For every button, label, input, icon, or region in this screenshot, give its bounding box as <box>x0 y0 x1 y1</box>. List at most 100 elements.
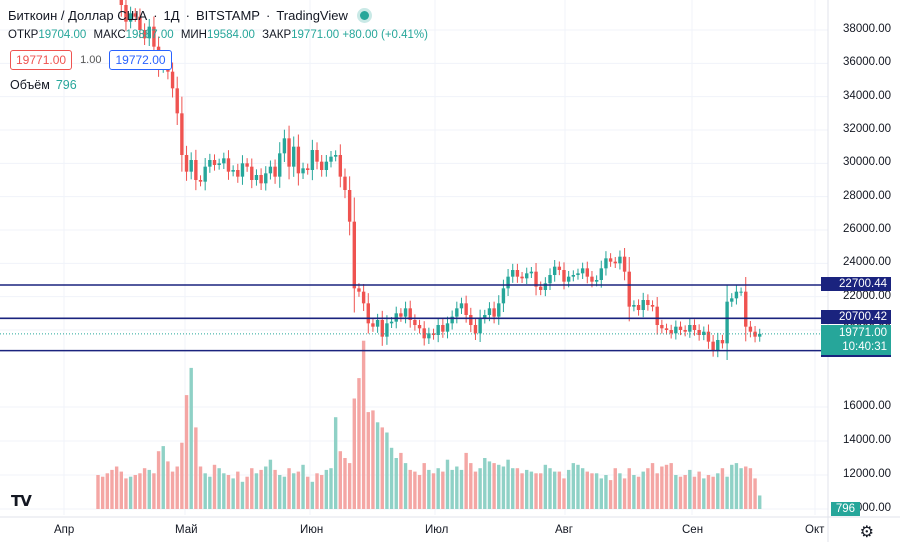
volume-bar <box>100 476 105 509</box>
symbol-name[interactable]: Биткоин / Доллар США <box>8 8 148 23</box>
price-axis-tick: 34000.00 <box>843 89 891 102</box>
level-price-label[interactable]: 20700.42 <box>821 310 891 325</box>
candle-body <box>222 158 226 164</box>
candle-body <box>702 331 706 335</box>
volume-bar <box>445 459 450 509</box>
volume-bar <box>268 459 273 509</box>
candle-body <box>585 268 589 277</box>
candle-body <box>464 303 468 315</box>
candle-body <box>366 303 370 324</box>
candle-body <box>338 155 343 177</box>
volume-bar <box>758 495 762 509</box>
volume-bar <box>580 468 585 509</box>
candle-body <box>408 308 412 320</box>
candle-body <box>268 166 273 174</box>
candle-body <box>142 30 147 39</box>
interval-label[interactable]: 1Д <box>163 8 180 23</box>
candle-body <box>725 301 729 344</box>
volume-bar <box>203 473 207 509</box>
price-axis-tick: 26000.00 <box>843 223 891 235</box>
volume-bar <box>231 478 235 509</box>
volume-bar <box>753 478 757 509</box>
candle-body <box>664 328 669 330</box>
separator: · <box>153 8 158 23</box>
candle-body <box>403 308 408 317</box>
candle-body <box>669 330 673 334</box>
candle-body <box>175 88 179 114</box>
volume-bar <box>455 466 459 509</box>
price-axis-tick: 32000.00 <box>843 123 891 135</box>
candle-body <box>599 268 603 280</box>
candle-body <box>333 155 338 157</box>
low-label: МИН <box>180 29 207 41</box>
candle-body <box>445 323 450 332</box>
candle-body <box>245 163 249 167</box>
candle-body <box>264 173 268 184</box>
candle-body <box>427 333 431 339</box>
candle-body <box>212 160 217 165</box>
volume-bar <box>417 475 422 509</box>
candle-body <box>357 288 361 292</box>
volume-bar <box>506 459 510 509</box>
candle-body <box>632 305 636 307</box>
volume-bar <box>282 476 287 509</box>
close-label: ЗАКР <box>262 29 292 41</box>
candle-body <box>683 330 687 332</box>
volume-bar <box>371 410 375 509</box>
volume-bar <box>431 473 436 509</box>
candle-body <box>352 221 356 289</box>
candle-body <box>217 163 221 165</box>
volume-bar <box>576 464 580 509</box>
volume-bar <box>450 469 454 509</box>
volume-bar <box>124 478 128 509</box>
volume-bar <box>473 471 478 509</box>
tradingview-logo[interactable]: TV <box>11 492 32 510</box>
volume-bar <box>622 478 627 509</box>
candle-body <box>608 258 613 262</box>
candle-body <box>594 280 599 282</box>
gear-icon[interactable]: ⚙ <box>859 524 874 541</box>
candle-body <box>478 318 482 334</box>
volume-axis-label: 796 <box>830 502 860 516</box>
candle-body <box>259 175 263 184</box>
volume-bar <box>347 463 352 509</box>
candle-body <box>301 168 305 174</box>
volume-bar <box>427 469 431 509</box>
price-axis-tick: 38000.00 <box>843 23 891 35</box>
time-axis-tick: Апр <box>54 524 75 536</box>
volume-bar <box>734 463 739 509</box>
ohlc-values: ОТКР19704.00 МАКС19887.00 МИН19584.00 ЗА… <box>8 29 428 41</box>
volume-bar <box>156 451 161 509</box>
buy-price-button[interactable]: 19772.00 <box>109 50 172 70</box>
volume-bar <box>254 473 259 509</box>
level-price-label[interactable]: 22700.44 <box>821 276 891 291</box>
candle-body <box>492 308 496 317</box>
volume-bar <box>487 461 492 509</box>
provider-label: TradingView <box>276 8 348 23</box>
candle-body <box>236 170 240 177</box>
volume-bar <box>716 473 720 509</box>
volume-bar <box>459 469 464 509</box>
volume-bar <box>189 367 193 509</box>
candle-body <box>506 276 510 289</box>
separator: · <box>265 8 271 23</box>
volume-bar <box>170 471 175 509</box>
volume-bar <box>571 463 576 509</box>
volume-bar <box>590 473 594 509</box>
candle-body <box>529 271 534 274</box>
candle-body <box>226 158 231 172</box>
volume-bar <box>166 461 170 509</box>
volume-bar <box>114 466 119 509</box>
sell-price-button[interactable]: 19771.00 <box>10 50 73 70</box>
candle-body <box>189 160 193 172</box>
volume-bar <box>702 478 706 509</box>
volume-bar <box>138 473 142 509</box>
candle-body <box>674 326 678 334</box>
candle-body <box>590 276 594 282</box>
price-axis-tick: 36000.00 <box>843 56 891 69</box>
volume-bar <box>217 468 221 509</box>
candle-body <box>124 5 128 22</box>
volume-bar <box>119 471 123 509</box>
price-axis-tick: 12000.00 <box>843 468 891 480</box>
